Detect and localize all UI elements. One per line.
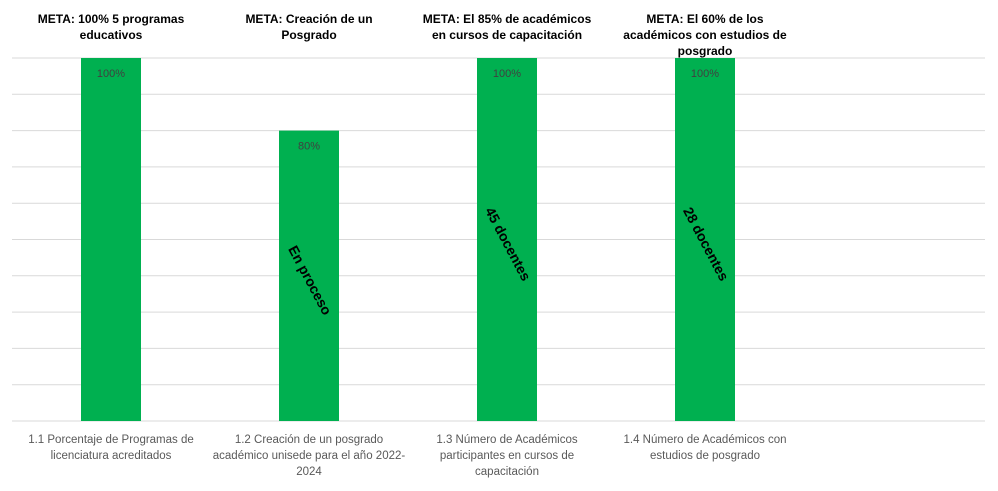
value-label: 100%	[493, 68, 521, 80]
bar	[279, 130, 339, 421]
value-label: 80%	[298, 141, 320, 153]
x-tick-label: 1.1 Porcentaje de Programas de licenciat…	[28, 434, 194, 462]
value-label: 100%	[691, 68, 719, 80]
bar	[477, 58, 537, 421]
goal-label: META: Creación de un Posgrado	[245, 12, 373, 42]
goal-label: META: El 60% de los académicos con estud…	[623, 12, 787, 58]
x-tick-label: 1.3 Número de Académicos participantes e…	[436, 434, 578, 478]
bar	[675, 58, 735, 421]
goal-label: META: 100% 5 programas educativos	[37, 12, 185, 42]
x-tick-label: 1.4 Número de Académicos con estudios de…	[623, 434, 787, 462]
goal-label: META: El 85% de académicos en cursos de …	[422, 12, 592, 42]
value-label: 100%	[97, 68, 125, 80]
x-tick-label: 1.2 Creación de un posgrado académico un…	[212, 434, 406, 478]
bar	[81, 58, 141, 421]
